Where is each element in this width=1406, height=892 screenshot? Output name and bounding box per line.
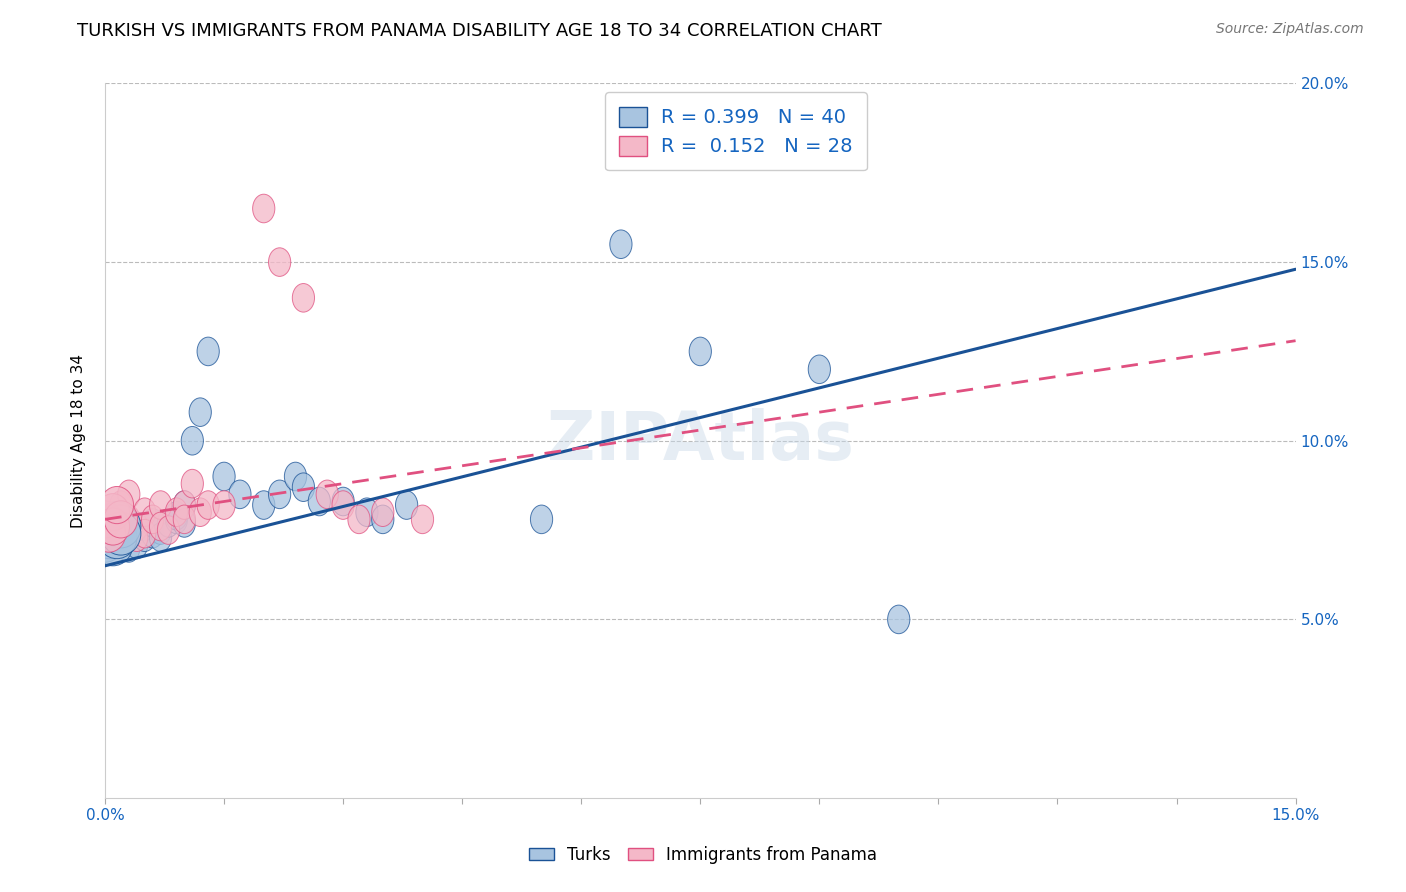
Ellipse shape: [173, 508, 195, 537]
Ellipse shape: [253, 491, 274, 519]
Ellipse shape: [149, 512, 172, 541]
Ellipse shape: [308, 487, 330, 516]
Ellipse shape: [89, 516, 129, 558]
Ellipse shape: [173, 491, 195, 519]
Ellipse shape: [89, 500, 122, 538]
Ellipse shape: [332, 487, 354, 516]
Ellipse shape: [173, 505, 195, 533]
Ellipse shape: [689, 337, 711, 366]
Ellipse shape: [395, 491, 418, 519]
Ellipse shape: [101, 505, 141, 548]
Ellipse shape: [118, 523, 141, 551]
Ellipse shape: [371, 498, 394, 526]
Ellipse shape: [149, 523, 172, 551]
Legend: Turks, Immigrants from Panama: Turks, Immigrants from Panama: [523, 839, 883, 871]
Ellipse shape: [104, 500, 138, 538]
Ellipse shape: [190, 398, 211, 426]
Ellipse shape: [96, 493, 129, 531]
Ellipse shape: [125, 516, 148, 544]
Ellipse shape: [118, 480, 141, 508]
Ellipse shape: [93, 523, 134, 566]
Ellipse shape: [332, 491, 354, 519]
Ellipse shape: [134, 519, 156, 548]
Ellipse shape: [166, 505, 187, 533]
Ellipse shape: [118, 505, 141, 533]
Ellipse shape: [190, 498, 211, 526]
Ellipse shape: [101, 505, 124, 533]
Ellipse shape: [284, 462, 307, 491]
Ellipse shape: [125, 523, 148, 551]
Ellipse shape: [157, 516, 180, 544]
Ellipse shape: [181, 469, 204, 498]
Ellipse shape: [134, 523, 156, 551]
Ellipse shape: [292, 284, 315, 312]
Ellipse shape: [412, 505, 433, 533]
Ellipse shape: [197, 337, 219, 366]
Ellipse shape: [269, 480, 291, 508]
Ellipse shape: [181, 426, 204, 455]
Ellipse shape: [142, 519, 163, 548]
Ellipse shape: [808, 355, 831, 384]
Ellipse shape: [118, 533, 141, 562]
Ellipse shape: [166, 498, 187, 526]
Ellipse shape: [110, 519, 132, 548]
Ellipse shape: [101, 512, 141, 555]
Ellipse shape: [125, 512, 148, 541]
Ellipse shape: [610, 230, 633, 259]
Ellipse shape: [134, 498, 156, 526]
Y-axis label: Disability Age 18 to 34: Disability Age 18 to 34: [72, 354, 86, 528]
Ellipse shape: [110, 505, 132, 533]
Ellipse shape: [197, 491, 219, 519]
Ellipse shape: [347, 505, 370, 533]
Ellipse shape: [292, 473, 315, 501]
Ellipse shape: [166, 501, 187, 530]
Ellipse shape: [110, 491, 132, 519]
Ellipse shape: [97, 516, 136, 558]
Ellipse shape: [149, 491, 172, 519]
Ellipse shape: [134, 512, 156, 541]
Ellipse shape: [118, 508, 141, 537]
Ellipse shape: [125, 512, 148, 541]
Ellipse shape: [96, 508, 129, 545]
Ellipse shape: [110, 526, 132, 555]
Ellipse shape: [101, 526, 124, 555]
Ellipse shape: [887, 605, 910, 633]
Ellipse shape: [212, 462, 235, 491]
Ellipse shape: [149, 516, 172, 544]
Ellipse shape: [269, 248, 291, 277]
Ellipse shape: [84, 519, 125, 562]
Text: ZIPAtlas: ZIPAtlas: [547, 408, 853, 474]
Ellipse shape: [530, 505, 553, 533]
Ellipse shape: [316, 480, 339, 508]
Text: Source: ZipAtlas.com: Source: ZipAtlas.com: [1216, 22, 1364, 37]
Ellipse shape: [97, 501, 136, 544]
Ellipse shape: [84, 508, 125, 551]
Ellipse shape: [253, 194, 274, 223]
Ellipse shape: [100, 486, 134, 524]
Ellipse shape: [142, 508, 163, 537]
Ellipse shape: [371, 505, 394, 533]
Ellipse shape: [93, 515, 125, 552]
Ellipse shape: [173, 491, 195, 519]
Legend: R = 0.399   N = 40, R =  0.152   N = 28: R = 0.399 N = 40, R = 0.152 N = 28: [605, 93, 868, 170]
Text: TURKISH VS IMMIGRANTS FROM PANAMA DISABILITY AGE 18 TO 34 CORRELATION CHART: TURKISH VS IMMIGRANTS FROM PANAMA DISABI…: [77, 22, 882, 40]
Ellipse shape: [157, 508, 180, 537]
Ellipse shape: [142, 505, 163, 533]
Ellipse shape: [212, 491, 235, 519]
Ellipse shape: [229, 480, 252, 508]
Ellipse shape: [356, 498, 378, 526]
Ellipse shape: [89, 505, 129, 548]
Ellipse shape: [125, 530, 148, 558]
Ellipse shape: [93, 508, 134, 551]
Ellipse shape: [101, 516, 124, 544]
